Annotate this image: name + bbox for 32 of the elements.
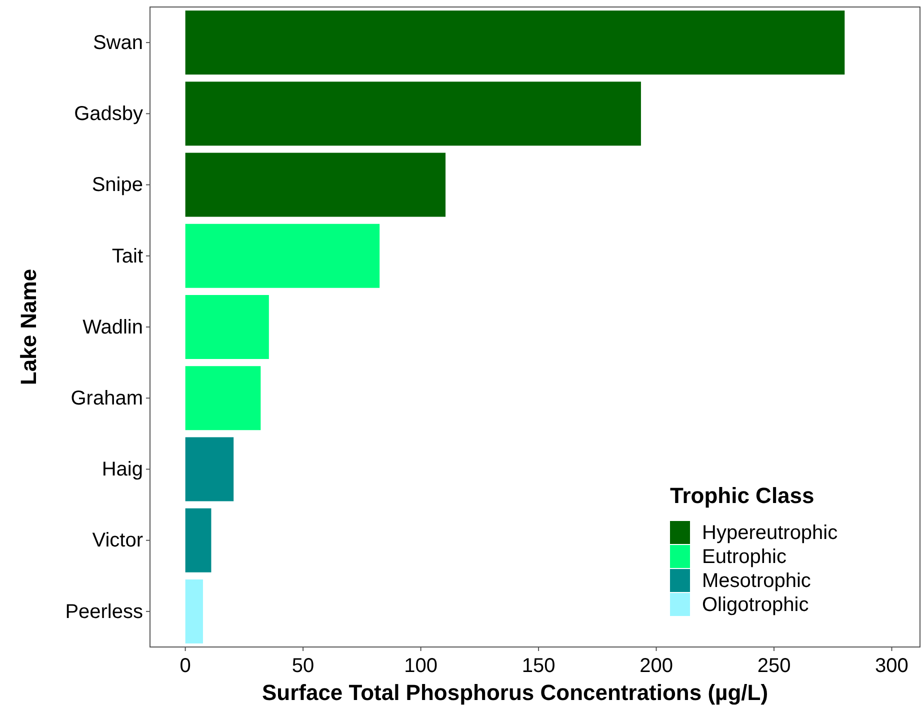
x-tick-label: 250 <box>757 655 791 677</box>
x-tick-label: 150 <box>522 655 556 677</box>
bar <box>185 579 203 644</box>
y-tick-label: Victor <box>92 530 144 552</box>
x-tick-label: 200 <box>640 655 673 677</box>
legend-label: Eutrophic <box>702 546 786 568</box>
bar <box>185 366 261 430</box>
y-tick-label: Haig <box>102 458 143 481</box>
x-tick-label: 100 <box>404 655 438 677</box>
y-tick-label: Graham <box>70 388 143 410</box>
y-tick-label: Wadlin <box>82 316 143 338</box>
y-tick-label: Peerless <box>65 600 143 623</box>
bar <box>185 10 845 75</box>
legend-label: Mesotrophic <box>702 570 811 592</box>
x-tick-label: 50 <box>292 655 314 677</box>
bar <box>185 295 269 359</box>
legend-label: Hypereutrophic <box>702 522 838 544</box>
bar <box>185 508 212 572</box>
y-tick-label: Swan <box>92 32 143 54</box>
legend-label: Oligotrophic <box>702 594 809 616</box>
y-tick-label: Gadsby <box>74 103 143 126</box>
x-tick-label: 300 <box>875 655 908 677</box>
bar <box>185 82 641 146</box>
y-axis-title: Lake Name <box>16 268 41 386</box>
bar <box>185 437 234 502</box>
legend-title: Trophic Class <box>670 483 814 508</box>
bar <box>185 152 446 217</box>
x-axis-title: Surface Total Phosphorus Concentrations (µg/L) <box>262 680 768 705</box>
x-tick-label: 0 <box>180 655 191 677</box>
bar <box>185 224 380 288</box>
y-tick-label: Snipe <box>92 174 143 196</box>
y-tick-label: Tait <box>112 245 144 268</box>
